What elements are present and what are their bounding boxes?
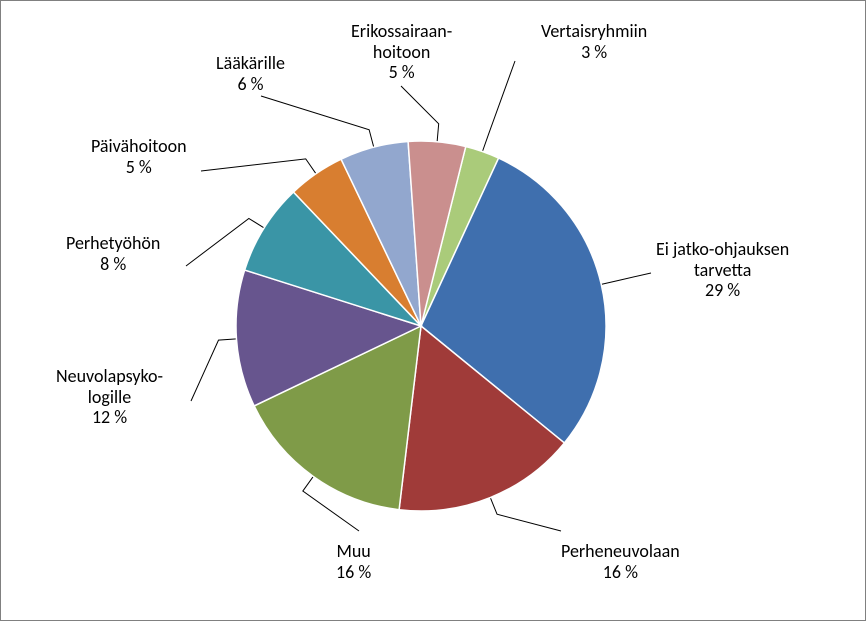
pie-slice-label: Lääkärille 6 % [216, 53, 285, 94]
pie-slice-label: Päivähoitoon 5 % [91, 136, 187, 177]
pie-slice-label: Muu 16 % [336, 541, 371, 582]
leader-line [490, 498, 561, 531]
pie-slice-label: Ei jatko-ohjauksen tarvetta 29 % [656, 239, 789, 301]
pie-chart [1, 1, 866, 622]
leader-line [191, 339, 236, 401]
leader-line [601, 273, 651, 284]
pie-slice-label: Neuvolapsyko- logille 12 % [56, 366, 163, 428]
pie-slice-label: Perhetyöhön 8 % [66, 233, 160, 274]
leader-line [401, 86, 439, 142]
pie-slice-label: Perheneuvolaan 16 % [561, 541, 680, 582]
pie-slice-label: Erikossairaan- hoitoon 5 % [351, 21, 452, 83]
pie-slice-label: Vertaisryhmiin 3 % [541, 21, 647, 62]
chart-frame: Vertaisryhmiin 3 % Ei jatko-ohjauksen tar… [0, 0, 866, 621]
leader-line [482, 61, 515, 152]
leader-line [201, 159, 316, 174]
leader-line [261, 96, 374, 147]
